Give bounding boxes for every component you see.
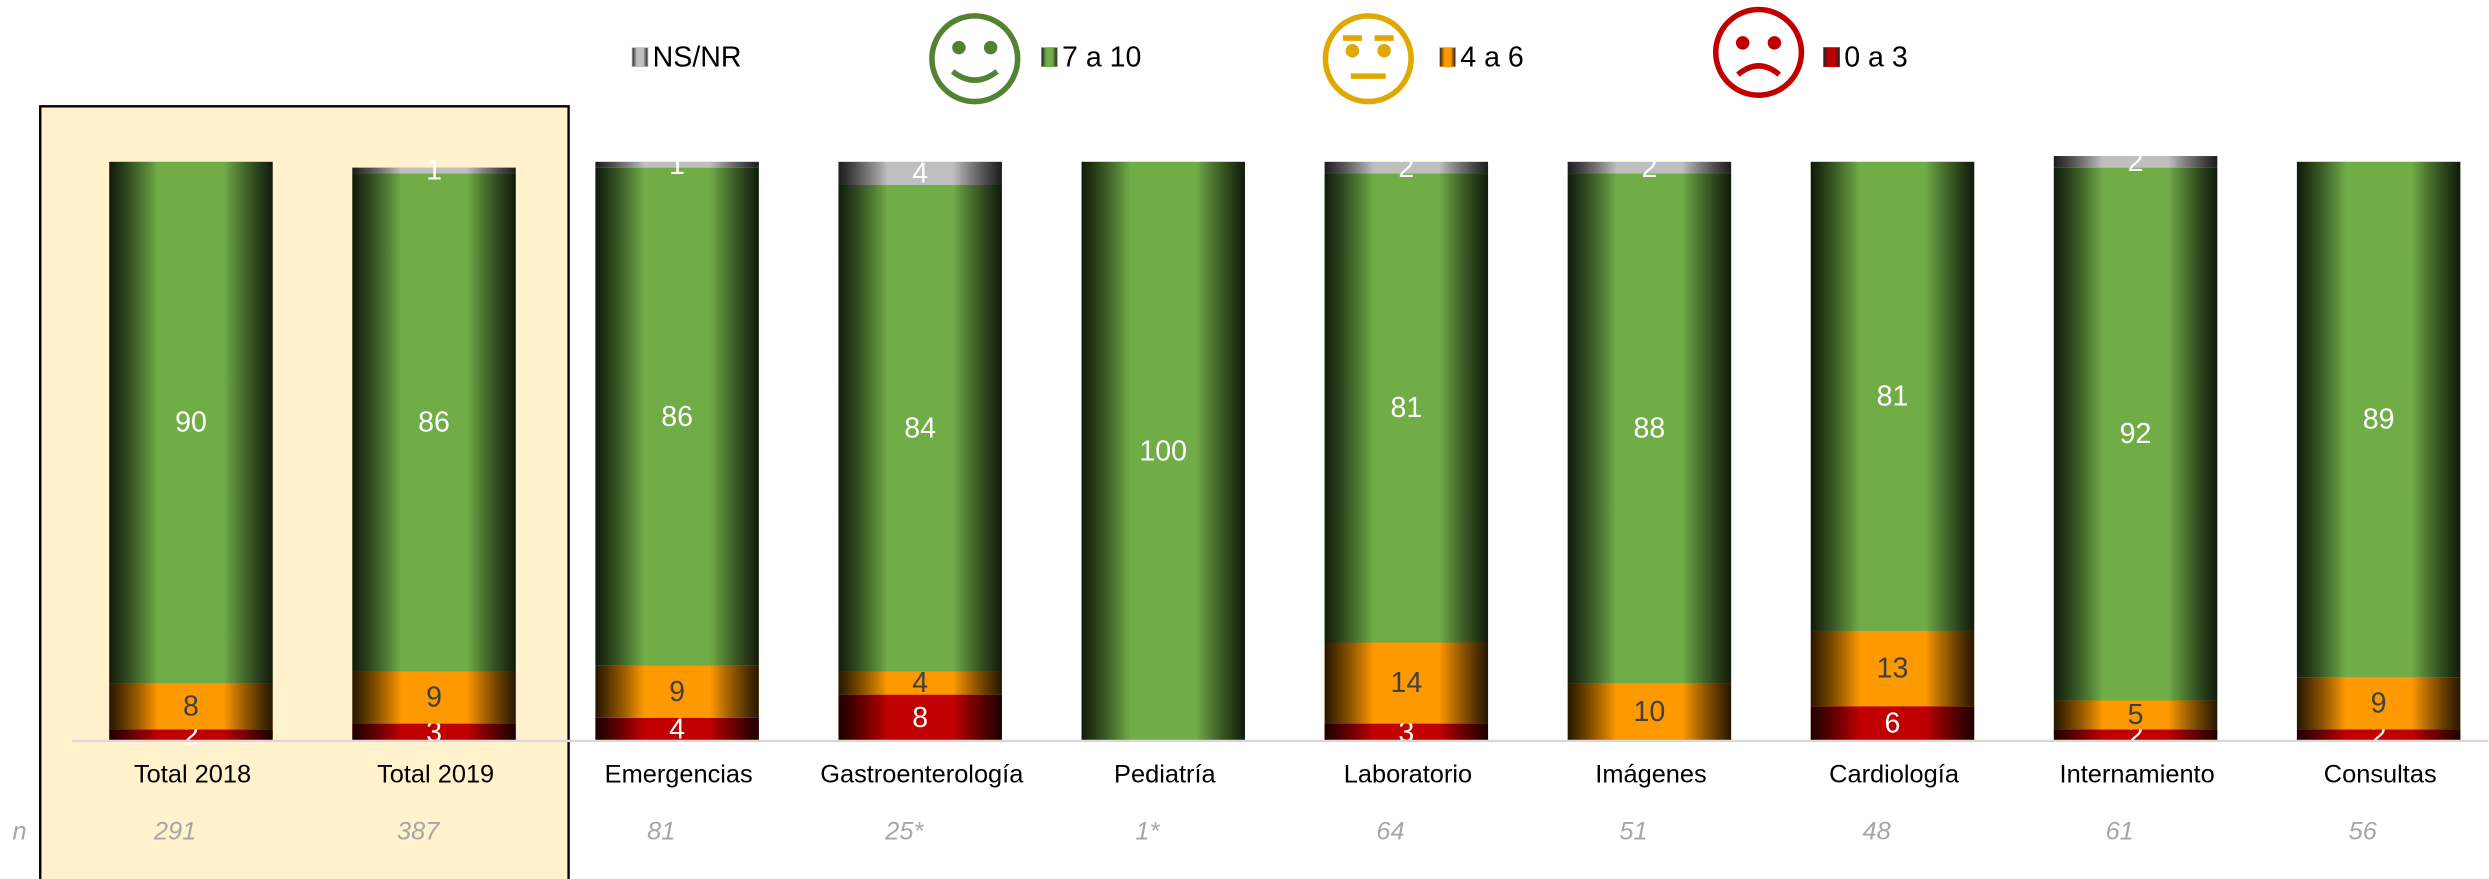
legend-swatch xyxy=(1041,47,1058,68)
bar-segment xyxy=(2296,161,2461,678)
n-value: 291 xyxy=(153,818,196,846)
value-label: 100 xyxy=(1139,436,1187,468)
bar-segment xyxy=(1567,683,1732,741)
legend-label: 7 a 10 xyxy=(1062,41,1141,73)
bar-segment xyxy=(2296,677,2461,730)
value-label: 84 xyxy=(904,412,936,444)
bar-segment xyxy=(1324,642,1489,724)
bar-segment xyxy=(2053,156,2218,168)
n-value: 56 xyxy=(2349,818,2378,846)
bar-segment xyxy=(352,671,516,724)
bar-segment xyxy=(1324,173,1489,643)
bar-segment xyxy=(2053,167,2218,701)
value-label: 89 xyxy=(2363,404,2395,436)
n-value: 51 xyxy=(1619,818,1647,846)
value-label: 81 xyxy=(1877,381,1909,413)
n-value: 387 xyxy=(397,818,440,846)
value-label: 4 xyxy=(912,158,928,190)
bar-segment xyxy=(1324,723,1489,741)
legend-label: NS/NR xyxy=(653,41,742,73)
value-label: 86 xyxy=(418,407,450,439)
value-label: 8 xyxy=(183,690,199,722)
value-label: 86 xyxy=(661,401,693,433)
bar-segment xyxy=(1567,161,1732,174)
value-label: 90 xyxy=(175,407,207,439)
x-tick-label: Internamiento xyxy=(2060,761,2215,789)
bar-segment xyxy=(109,161,273,684)
value-label: 4 xyxy=(669,714,685,746)
value-label: 9 xyxy=(669,676,685,708)
bar-segment xyxy=(1810,630,1975,707)
x-tick-label: Total 2018 xyxy=(134,761,251,789)
value-label: 6 xyxy=(1885,708,1901,740)
bar-segment xyxy=(1081,161,1245,741)
bar-segment xyxy=(595,665,759,718)
bar-segment xyxy=(595,167,759,666)
bar-segment xyxy=(595,161,759,168)
x-tick-label: Total 2019 xyxy=(377,761,494,789)
legend-swatch xyxy=(1823,47,1840,68)
value-label: 2 xyxy=(1641,152,1657,184)
face-neutral xyxy=(1322,13,1414,105)
bar-segment xyxy=(2053,729,2218,741)
bar-segment xyxy=(352,173,516,672)
bar-segment xyxy=(838,671,1002,695)
bar-segment xyxy=(838,694,1002,741)
bar-segment xyxy=(1810,706,1975,741)
bar-segment xyxy=(2296,729,2461,741)
bar-segment xyxy=(352,167,516,174)
bar-segment xyxy=(1324,161,1489,174)
x-tick-label: Cardiología xyxy=(1829,761,1960,789)
value-label: 8 xyxy=(912,702,928,734)
value-label: 5 xyxy=(2128,699,2144,731)
bar-segment xyxy=(595,717,759,741)
value-label: 88 xyxy=(1634,412,1666,444)
bar-segment xyxy=(1567,173,1732,684)
face-happy xyxy=(929,13,1021,105)
x-tick-label: Gastroenterología xyxy=(820,761,1024,789)
face-sad xyxy=(1712,6,1805,98)
value-label: 2 xyxy=(1398,152,1414,184)
legend-label: 4 a 6 xyxy=(1460,41,1523,73)
value-label: 9 xyxy=(2371,687,2387,719)
value-label: 10 xyxy=(1634,696,1666,728)
value-label: 92 xyxy=(2120,418,2152,450)
bar-segment xyxy=(109,683,273,730)
bar-segment xyxy=(838,185,1002,672)
legend-swatch xyxy=(1439,47,1456,68)
value-label: 13 xyxy=(1877,653,1909,685)
bar-segment xyxy=(352,723,516,741)
bar-segment xyxy=(1810,161,1975,631)
n-value: 25* xyxy=(884,818,924,846)
value-label: 4 xyxy=(912,667,928,699)
n-value: 64 xyxy=(1376,818,1404,846)
value-label: 14 xyxy=(1390,667,1422,699)
n-value: 81 xyxy=(647,818,675,846)
value-label: 9 xyxy=(426,682,442,714)
x-tick-label: Emergencias xyxy=(605,761,753,789)
bar-segment xyxy=(838,161,1002,186)
n-value: 48 xyxy=(1863,818,1891,846)
n-label: n xyxy=(13,818,27,846)
n-value: 1* xyxy=(1135,818,1160,846)
legend-swatch xyxy=(631,47,649,68)
x-tick-label: Pediatría xyxy=(1114,761,1216,789)
bar-segment xyxy=(2053,700,2218,730)
value-label: 2 xyxy=(2128,146,2144,178)
n-value: 61 xyxy=(2106,818,2134,846)
x-tick-label: Consultas xyxy=(2324,761,2437,789)
value-label: 81 xyxy=(1390,392,1422,424)
x-tick-label: Imágenes xyxy=(1595,761,1706,789)
bar-segment xyxy=(109,729,273,741)
x-tick-label: Laboratorio xyxy=(1344,761,1472,789)
value-label: 1 xyxy=(669,149,685,181)
legend-label: 0 a 3 xyxy=(1844,41,1908,73)
value-label: 1 xyxy=(426,155,442,187)
